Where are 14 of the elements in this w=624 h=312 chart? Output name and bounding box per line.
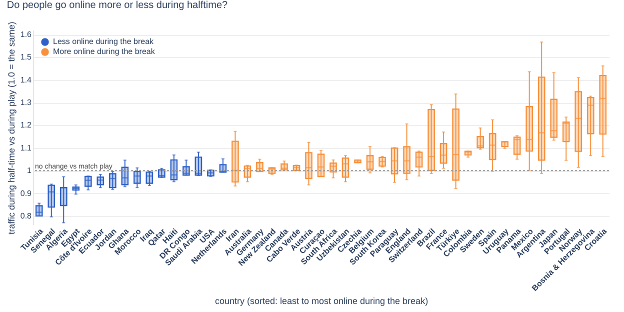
y-tick-label: 1.1 bbox=[20, 143, 32, 152]
y-axis-title: traffic during half-time vs during play (1.0 = the same) bbox=[6, 22, 16, 234]
y-tick-label: 0.9 bbox=[20, 188, 32, 198]
y-tick-label: 1.2 bbox=[20, 120, 32, 130]
chart-title: Do people go online more or less during halftime? bbox=[6, 0, 228, 11]
y-tick-label: 1.4 bbox=[20, 75, 32, 84]
y-tick-label: 1 bbox=[27, 166, 32, 176]
legend-label: Less online during the break bbox=[53, 37, 155, 46]
y-tick-label: 1.3 bbox=[20, 98, 32, 108]
legend-label: More online during the break bbox=[53, 47, 156, 56]
x-axis-title: country (sorted: least to most online during the break) bbox=[214, 296, 428, 306]
y-tick-label: 0.8 bbox=[20, 211, 32, 220]
y-tick-label: 1.5 bbox=[20, 52, 32, 62]
y-tick-label: 1.6 bbox=[20, 30, 32, 40]
